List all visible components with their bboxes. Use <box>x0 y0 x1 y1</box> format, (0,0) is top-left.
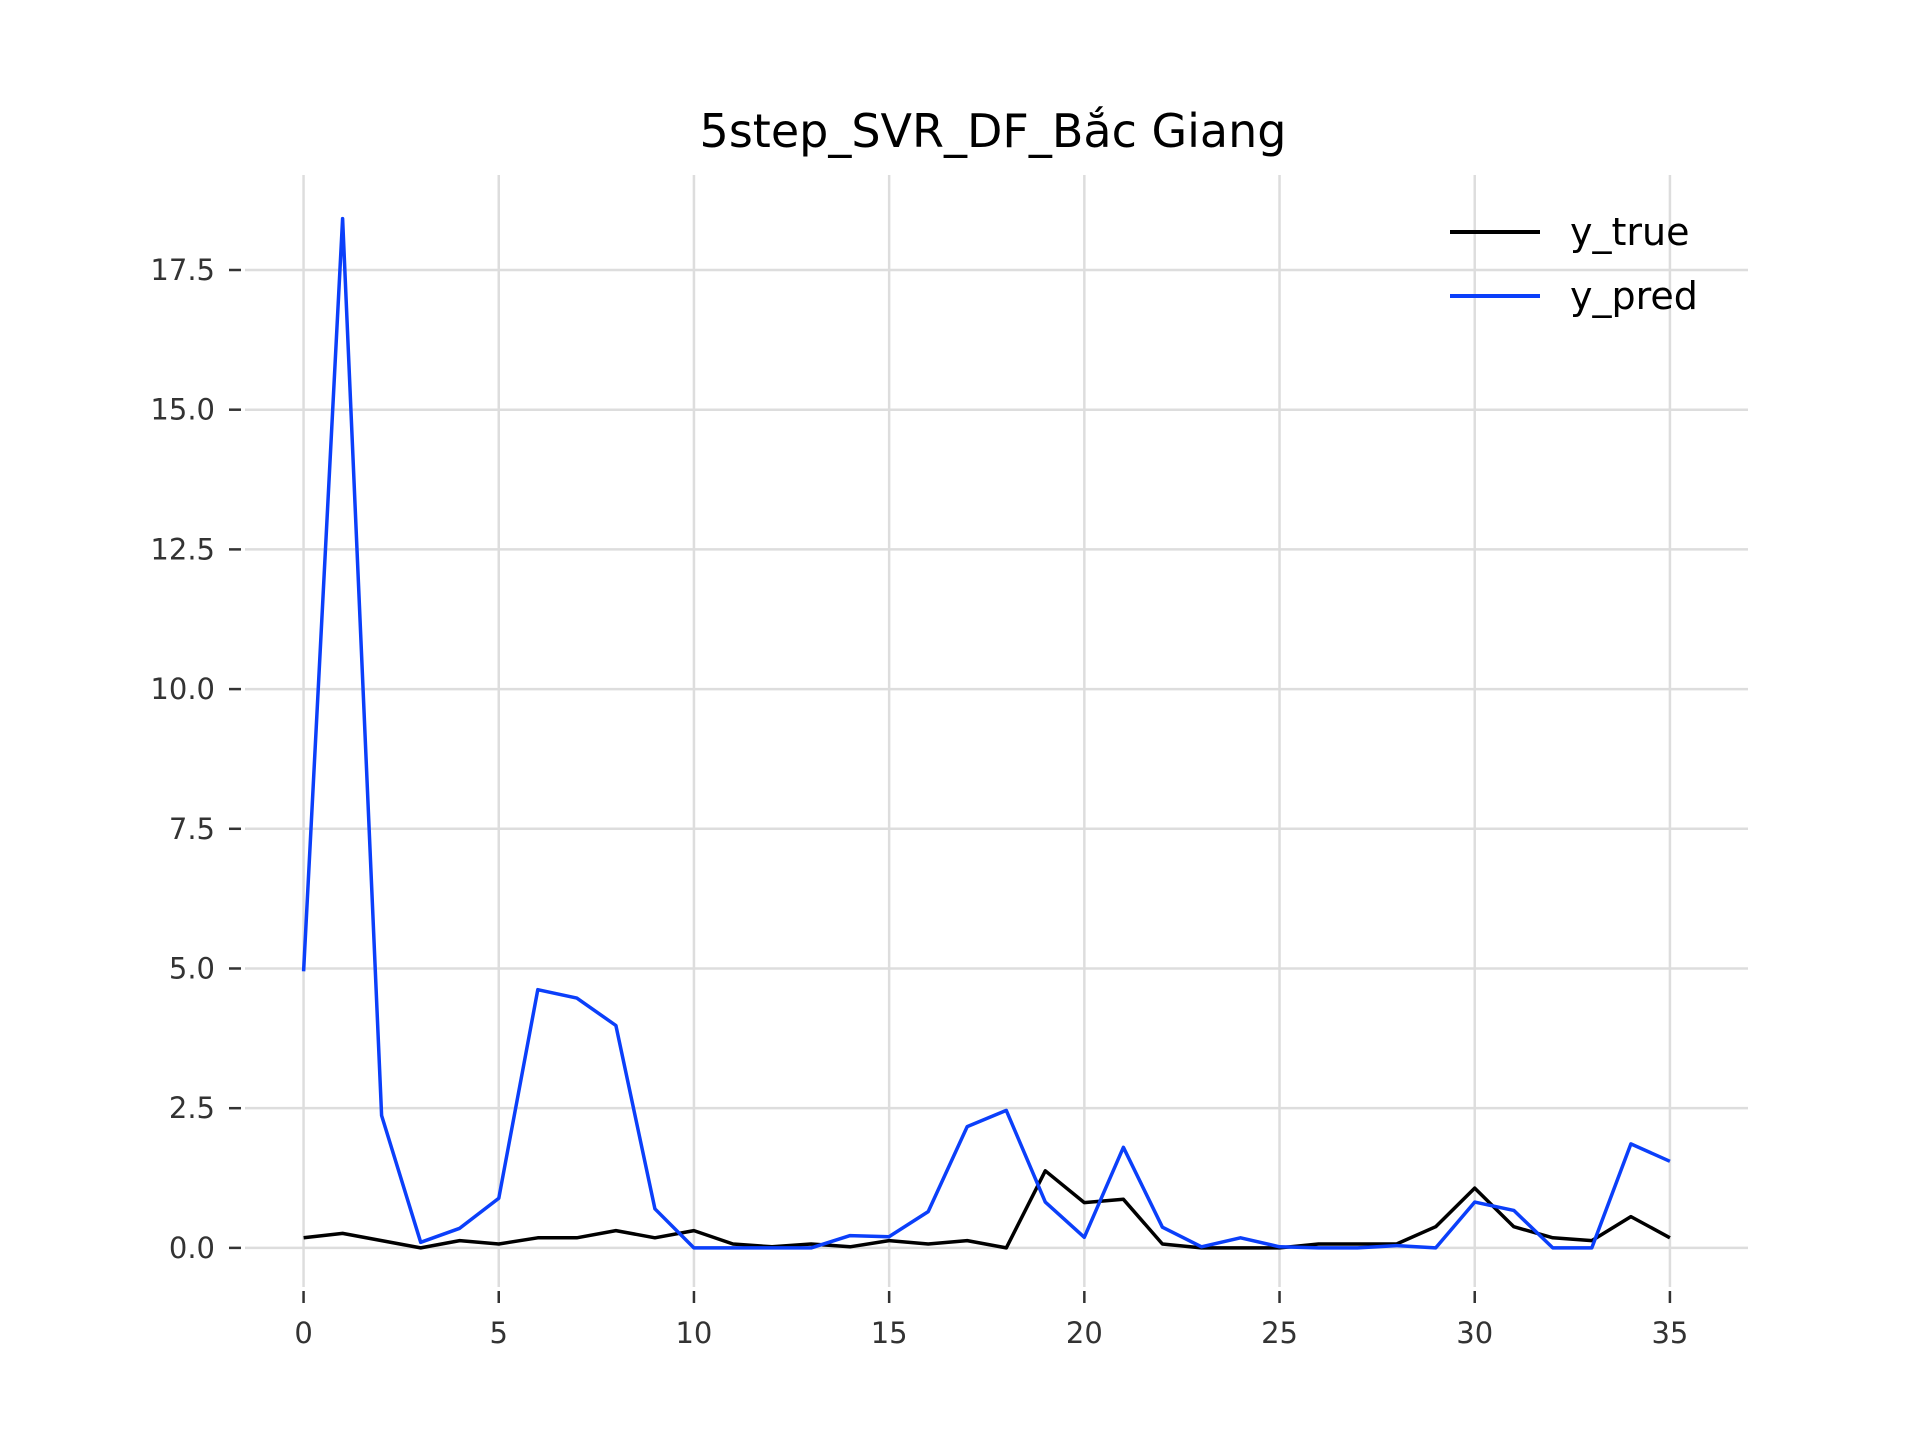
y-tick-label-2: 5.0 <box>169 951 215 985</box>
legend-label-y_pred: y_pred <box>1570 274 1698 318</box>
legend-label-y_true: y_true <box>1570 210 1689 254</box>
x-tick-label-3: 15 <box>871 1316 908 1350</box>
x-tick-label-2: 10 <box>675 1316 712 1350</box>
y-tick-label-4: 10.0 <box>150 672 215 706</box>
x-tick-label-4: 20 <box>1066 1316 1103 1350</box>
x-tick-label-5: 25 <box>1261 1316 1298 1350</box>
y-tick-label-7: 17.5 <box>150 253 215 287</box>
y-tick-label-6: 15.0 <box>150 393 215 427</box>
y-tick-label-0: 0.0 <box>169 1231 215 1265</box>
axis-ticks: 0.0 2.5 5.0 7.5 10.0 12.5 15.0 17.5 0 5 10 15 20 25 30… <box>150 253 1688 1350</box>
y-tick-label-5: 12.5 <box>150 532 215 566</box>
series-line-y_pred <box>301 216 1671 1250</box>
series-line-y_true <box>303 1169 1671 1250</box>
x-tick-label-7: 35 <box>1651 1316 1688 1350</box>
legend: y_true y_pred <box>1450 210 1698 318</box>
series-lines <box>301 216 1671 1250</box>
grid <box>245 175 1748 1287</box>
x-tick-label-6: 30 <box>1456 1316 1493 1350</box>
y-tick-label-3: 7.5 <box>169 812 215 846</box>
x-tick-label-1: 5 <box>490 1316 508 1350</box>
y-tick-label-1: 2.5 <box>169 1091 215 1125</box>
x-tick-label-0: 0 <box>294 1316 312 1350</box>
chart-title: 5step_SVR_DF_Bắc Giang <box>700 104 1287 158</box>
